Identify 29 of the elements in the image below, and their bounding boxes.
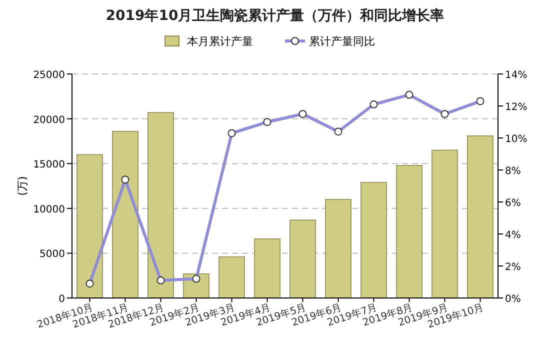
chart-title: 2019年10月卫生陶瓷累计产量（万件）和同比增长率 [106,7,444,24]
bar [76,154,103,298]
bar [396,164,422,298]
bar [254,238,280,298]
bar [218,256,245,298]
bar [467,135,494,298]
bar [325,199,352,298]
bar [290,220,316,298]
y-axis-title: (万) [16,176,29,196]
y2-tick-label: 4% [505,230,521,241]
bar [360,182,387,298]
y2-tick-label: 2% [505,262,521,273]
y-tick-label: 0 [58,294,65,305]
y2-tick-label: 0% [505,294,521,305]
y2-tick-label: 8% [505,166,521,177]
y-tick-label: 15000 [33,160,65,171]
legend-label: 累计产量同比 [309,35,375,48]
y2-tick-label: 12% [505,102,528,113]
y-tick-label: 25000 [33,70,65,81]
bar [112,130,138,298]
bar [148,112,174,298]
y2-tick-label: 14% [505,70,528,81]
y2-tick-label: 10% [505,134,528,145]
y-tick-label: 10000 [33,204,65,216]
y-tick-label: 20000 [33,114,65,126]
y-tick-label: 5000 [40,249,65,260]
legend-label: 本月累计产量 [187,35,253,48]
bar [432,150,458,298]
y2-tick-label: 6% [505,198,521,209]
